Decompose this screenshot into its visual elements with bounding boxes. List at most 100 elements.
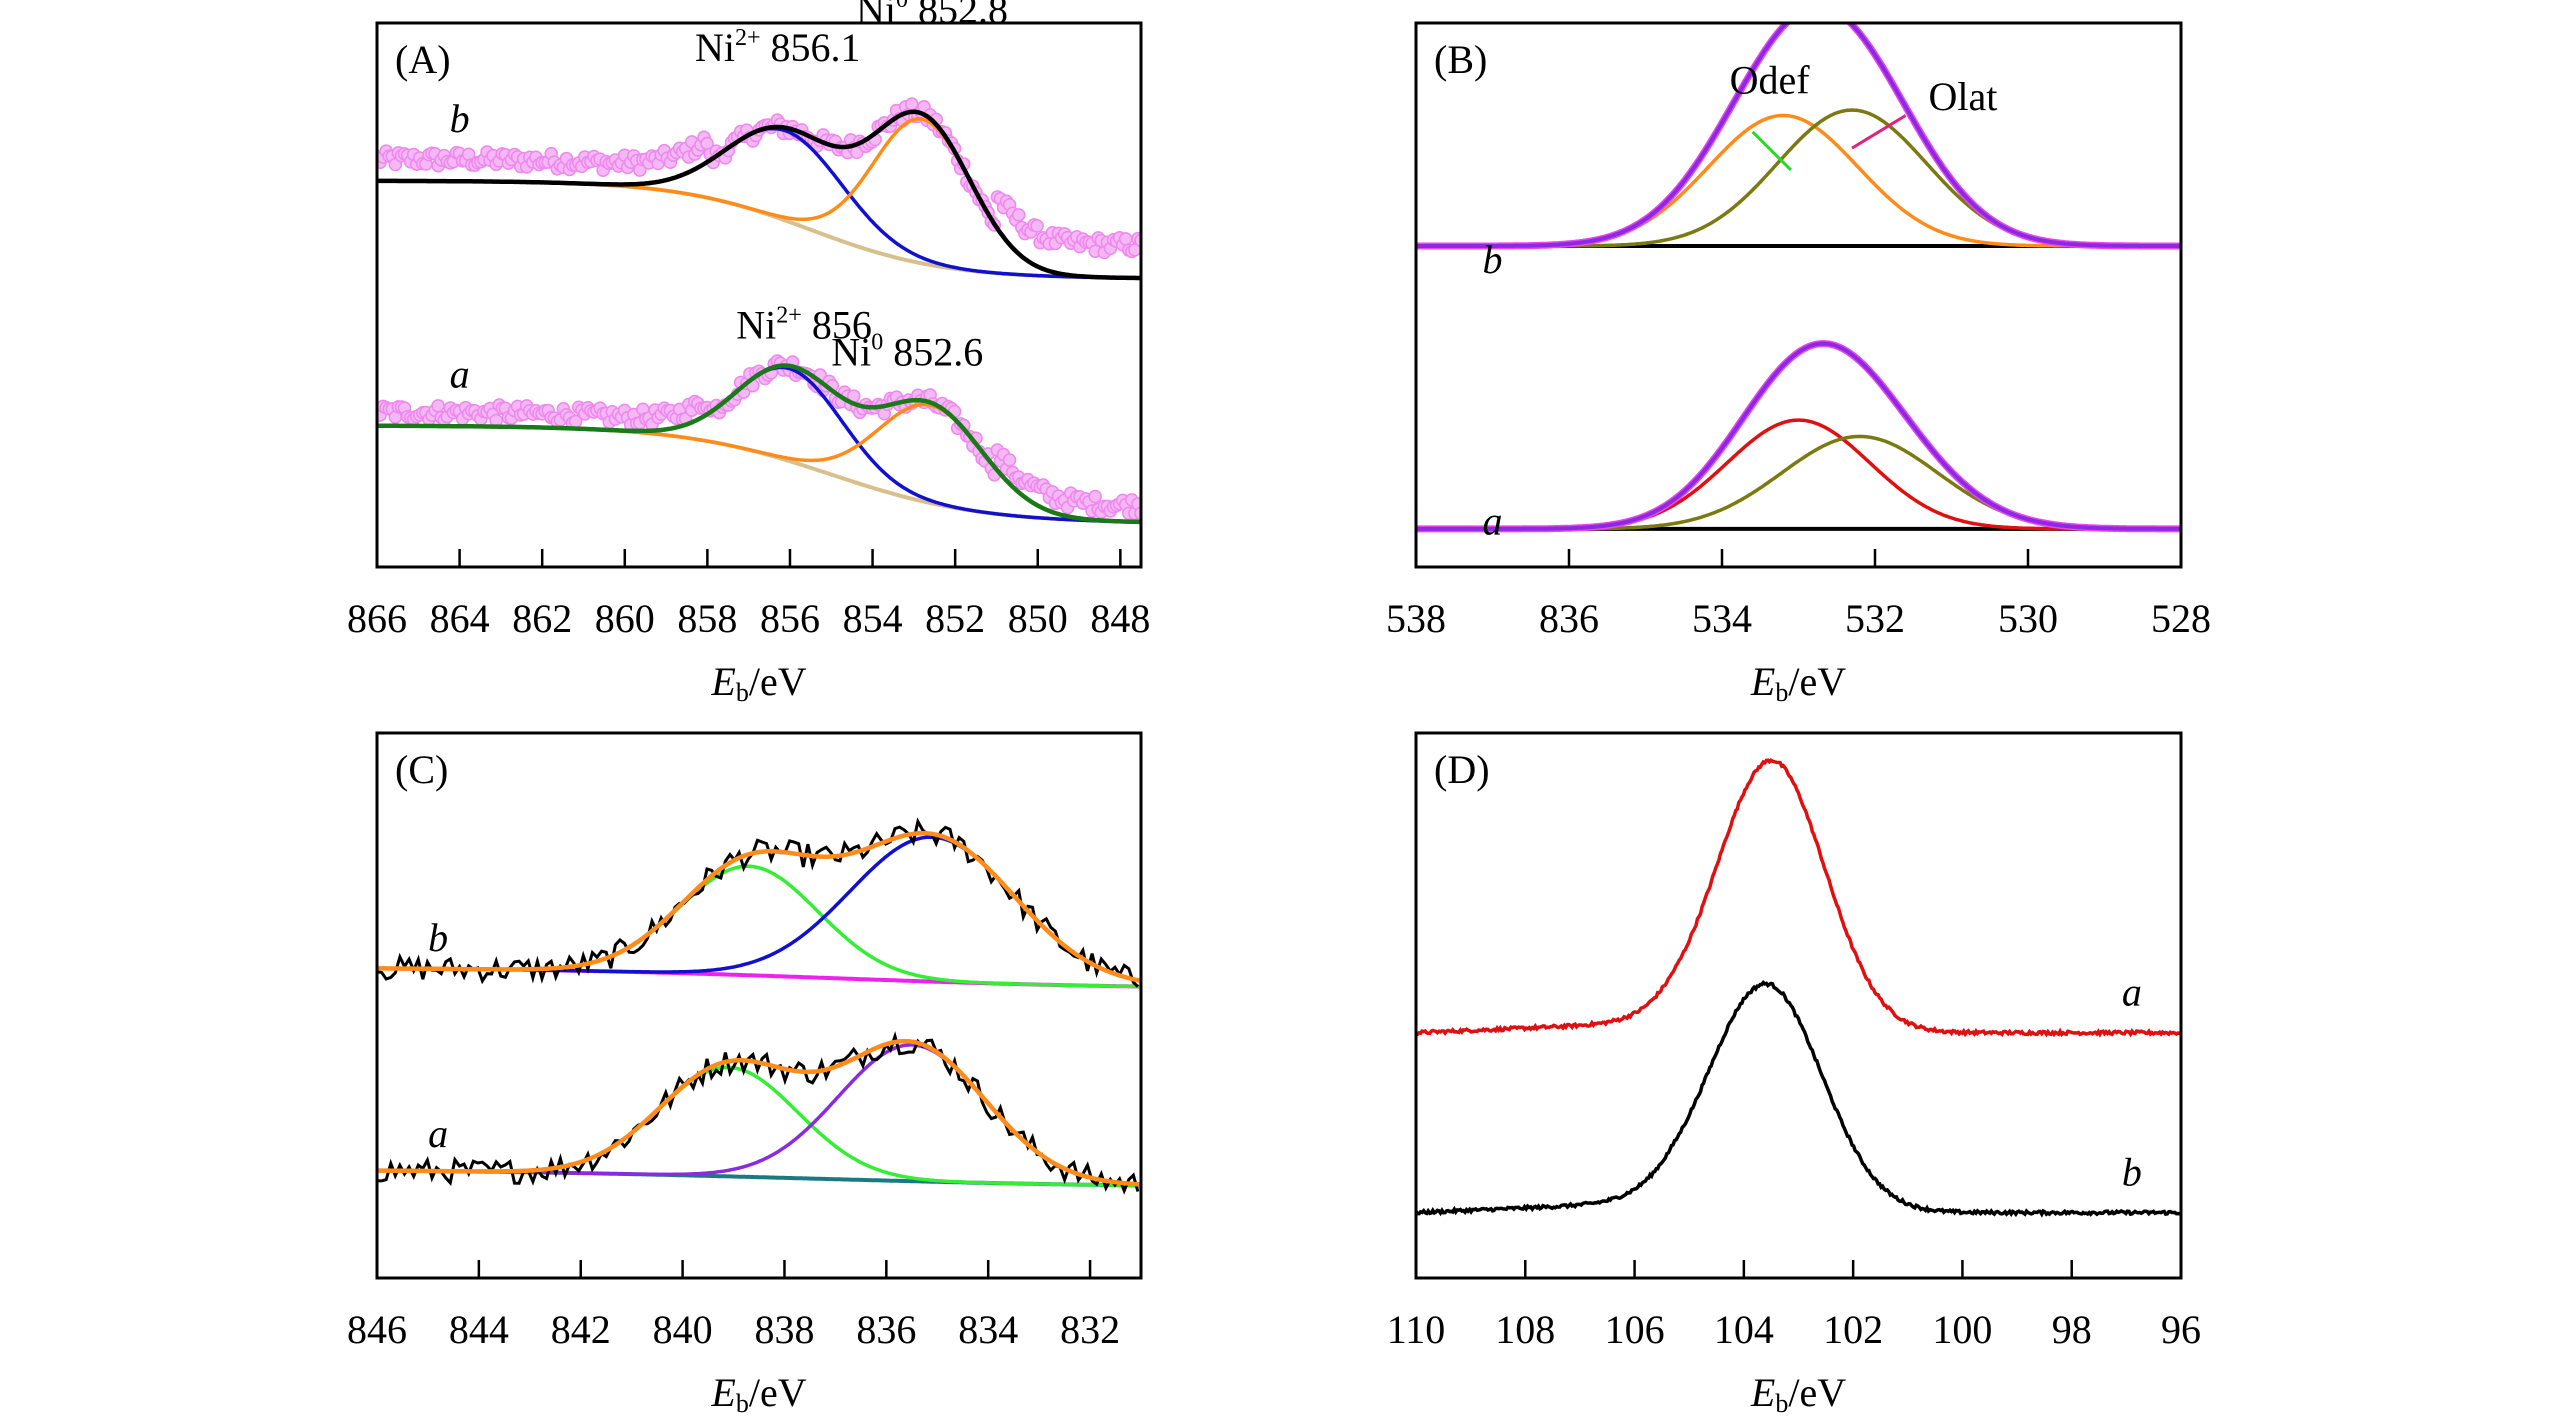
x-axis-label: Eb/eV — [710, 659, 806, 707]
x-tick-label: 846 — [347, 1307, 407, 1352]
x-tick-label: 850 — [1008, 596, 1068, 641]
annotation-species: Ni — [856, 0, 896, 32]
x-tick-label: 842 — [551, 1307, 611, 1352]
plot-frame — [375, 21, 1143, 569]
peak-odef-b — [1416, 113, 2181, 248]
raw-data-a — [377, 1031, 1140, 1195]
curve-label-b: b — [2122, 1149, 2142, 1194]
annotation-leader — [1751, 130, 1792, 171]
x-tick-label: 530 — [1998, 596, 2058, 641]
annotation-species: Odef — [1730, 58, 1811, 103]
raw-point — [1030, 219, 1044, 233]
raw-point — [1002, 453, 1017, 467]
annotation-species: Ni — [695, 25, 735, 70]
x-tick-label: 532 — [1845, 596, 1905, 641]
x-tick-label: 840 — [653, 1307, 713, 1352]
raw-point — [431, 399, 445, 413]
raw-data-a — [1416, 339, 2181, 533]
x-tick-label: 844 — [449, 1307, 509, 1352]
annotation-species: Ni — [736, 303, 776, 348]
x-axis-label-symbol: E — [710, 659, 735, 704]
x-tick-label: 832 — [1060, 1307, 1120, 1352]
x-tick-label: 838 — [754, 1307, 814, 1352]
annotation-superscript: 2+ — [776, 303, 802, 329]
x-tick-label: 860 — [595, 596, 655, 641]
envelope-b — [377, 109, 1141, 281]
curve-label-b: b — [1483, 237, 1503, 282]
raw-data-a — [377, 354, 1141, 521]
plot-frame — [1414, 731, 2183, 1280]
envelope-a — [377, 1038, 1141, 1187]
x-tick-label: 858 — [677, 596, 737, 641]
x-tick-label: 836 — [1539, 596, 1599, 641]
annotation-species: Olat — [1929, 74, 1998, 119]
curve-label-a: a — [428, 1111, 448, 1156]
x-axis-label-subscript: b — [736, 678, 749, 707]
plot-area — [1416, 758, 2181, 1218]
annotation-leader — [1851, 114, 1907, 150]
peak-annotation: Olat — [1929, 74, 1998, 119]
panel-c: 846 844 842 840 838 836 834 832 Eb/eV (C) b a — [347, 731, 1143, 1417]
x-axis-label: Eb/eV — [710, 1370, 806, 1417]
panel-b: 538 836 534 532 530 528 Eb/eV (B) b a Odef Olat — [1386, 21, 2211, 707]
x-tick-label: 100 — [1932, 1307, 1992, 1352]
annotation-value: 856 — [802, 303, 872, 348]
x-axis-label-subscript: b — [1775, 1389, 1788, 1417]
plot-area — [377, 817, 1141, 1195]
raw-point — [1012, 208, 1026, 222]
raw-point — [1118, 232, 1133, 246]
x-tick-label: 110 — [1387, 1307, 1446, 1352]
plot-area — [1416, 23, 2181, 533]
annotation-value: 852.8 — [908, 0, 1008, 32]
x-tick-label: 96 — [2161, 1307, 2201, 1352]
raw-data-b — [377, 97, 1141, 260]
panel-d: 110 108 106 104 102 100 98 96 Eb/eV (D) a b — [1387, 731, 2201, 1417]
envelope-b — [1416, 23, 2181, 248]
raw-point — [1088, 489, 1102, 504]
x-tick-label: 856 — [760, 596, 820, 641]
x-axis-label-unit: /eV — [1788, 1370, 1846, 1415]
x-tick-label: 538 — [1386, 596, 1446, 641]
panel-a: 866 864 862 860 858 856 854 852 850 848 Eb/eV (A) b a… — [347, 0, 1150, 707]
plot-frame — [375, 731, 1143, 1280]
x-tick-label: 852 — [925, 596, 985, 641]
curve-label-a: a — [2122, 970, 2142, 1015]
x-tick-label: 862 — [512, 596, 572, 641]
peak-olat-a — [1416, 434, 2181, 531]
peak-annotation: Odef — [1730, 58, 1811, 103]
x-tick-label: 102 — [1823, 1307, 1883, 1352]
curve-label-a: a — [450, 351, 470, 396]
x-axis-label-symbol: E — [710, 1370, 735, 1415]
x-tick-label: 848 — [1090, 596, 1150, 641]
x-tick-label: 534 — [1692, 596, 1752, 641]
peak-annotation: Ni2+ 856 — [736, 303, 872, 348]
panel-label: (A) — [395, 37, 451, 82]
x-tick-label: 528 — [2151, 596, 2211, 641]
annotation-value: 852.6 — [883, 330, 983, 375]
spectrum-b — [1416, 980, 2181, 1218]
annotation-superscript: 0 — [871, 330, 883, 356]
peak-annotation: Ni0 852.8 — [856, 0, 1008, 32]
raw-data-b — [1416, 23, 2181, 250]
x-tick-label: 836 — [856, 1307, 916, 1352]
x-axis-label: Eb/eV — [1750, 659, 1846, 707]
x-tick-label: 104 — [1714, 1307, 1774, 1352]
curve-label-a: a — [1483, 498, 1503, 543]
x-axis-label-symbol: E — [1750, 1370, 1775, 1415]
panel-label: (B) — [1434, 37, 1487, 82]
envelope-a — [377, 363, 1141, 525]
annotation-superscript: 0 — [896, 0, 908, 13]
curve-label-b: b — [450, 96, 470, 141]
panel-label: (C) — [395, 747, 448, 792]
x-axis-label-subscript: b — [1775, 678, 1788, 707]
x-tick-label: 98 — [2052, 1307, 2092, 1352]
x-axis-label-symbol: E — [1750, 659, 1775, 704]
annotation-superscript: 2+ — [735, 25, 761, 51]
curve-label-b: b — [428, 915, 448, 960]
x-tick-label: 864 — [430, 596, 490, 641]
peak-odef-a — [1416, 418, 2181, 531]
x-axis-label-unit: /eV — [749, 659, 807, 704]
x-tick-label: 866 — [347, 596, 407, 641]
x-axis-label-unit: /eV — [1788, 659, 1846, 704]
